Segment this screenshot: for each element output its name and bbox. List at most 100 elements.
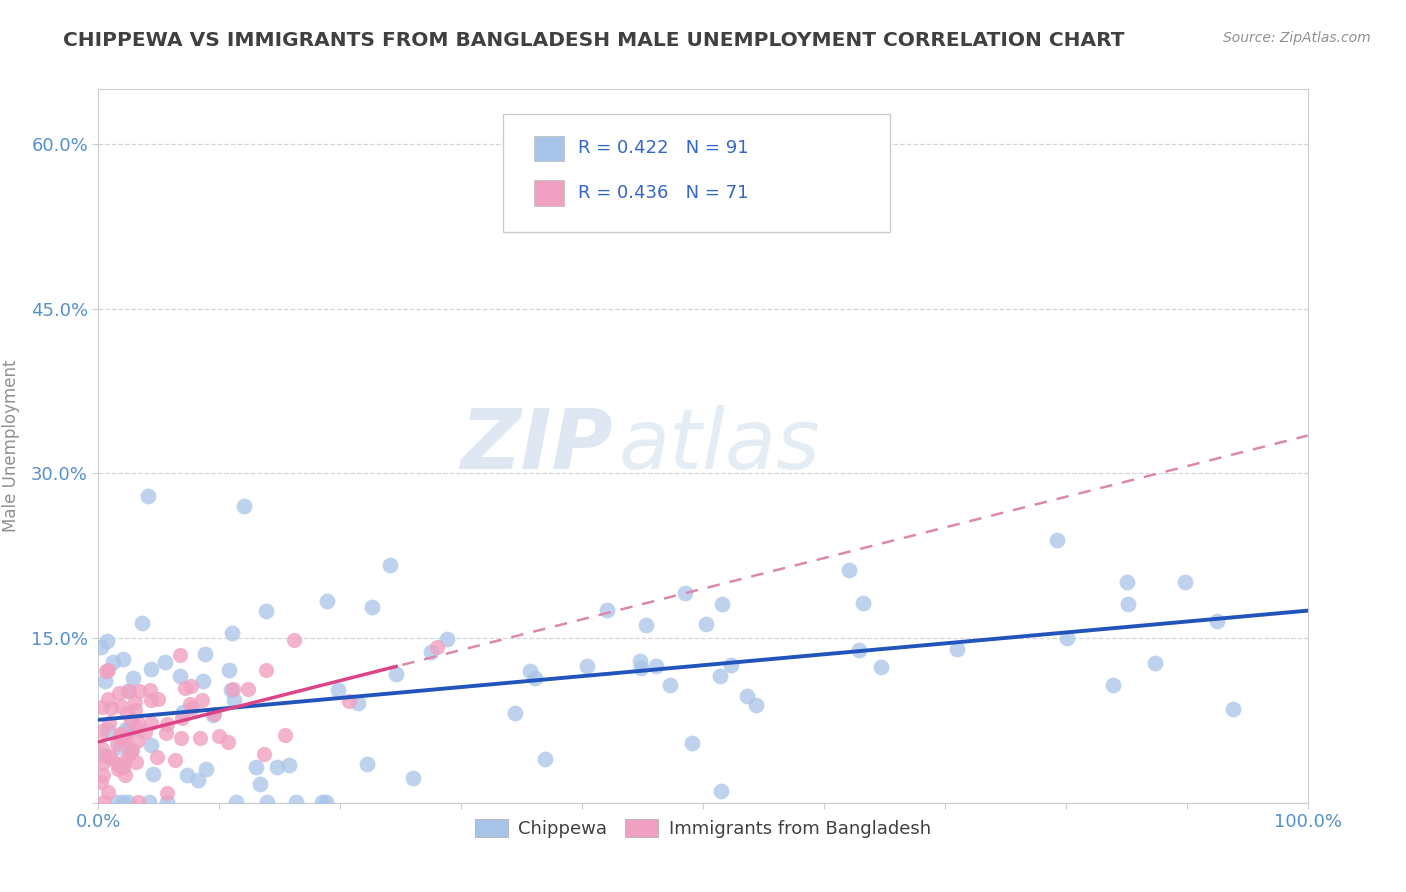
Point	[278, 758, 301, 772]
Point	[139, 683, 162, 698]
Point	[114, 722, 136, 736]
Point	[156, 786, 179, 800]
Point	[519, 664, 541, 678]
Point	[110, 740, 132, 755]
Point	[125, 756, 148, 770]
Point	[193, 673, 215, 688]
Point	[195, 762, 218, 776]
Point	[385, 667, 408, 681]
Point	[170, 731, 193, 745]
Point	[127, 734, 149, 748]
Point	[117, 706, 139, 720]
Text: R = 0.422   N = 91: R = 0.422 N = 91	[578, 139, 749, 157]
Text: R = 0.436   N = 71: R = 0.436 N = 71	[578, 184, 749, 202]
FancyBboxPatch shape	[534, 180, 564, 205]
Point	[1056, 631, 1078, 645]
Point	[90, 723, 112, 738]
Point	[155, 795, 177, 809]
Point	[172, 705, 194, 719]
Point	[124, 703, 146, 717]
Point	[236, 682, 259, 697]
Point	[111, 728, 134, 742]
Point	[1222, 701, 1244, 715]
Point	[316, 593, 339, 607]
Point	[419, 645, 441, 659]
Point	[208, 729, 231, 743]
Point	[110, 727, 132, 741]
Point	[1101, 678, 1123, 692]
Point	[720, 657, 742, 672]
Point	[436, 632, 458, 646]
Point	[190, 693, 212, 707]
Point	[107, 758, 129, 772]
Point	[266, 760, 288, 774]
Point	[596, 603, 619, 617]
Point	[274, 728, 297, 742]
Text: ZIP: ZIP	[460, 406, 613, 486]
Point	[98, 716, 121, 731]
Point	[1116, 575, 1139, 590]
Point	[709, 669, 731, 683]
Point	[122, 672, 145, 686]
Point	[1174, 575, 1197, 590]
Point	[121, 743, 143, 757]
Point	[176, 768, 198, 782]
Point	[100, 701, 122, 715]
Point	[91, 756, 114, 771]
FancyBboxPatch shape	[503, 114, 890, 232]
Point	[285, 795, 308, 809]
Point	[110, 698, 132, 713]
Point	[254, 604, 277, 618]
Point	[644, 659, 666, 673]
Point	[852, 596, 875, 610]
Point	[283, 632, 305, 647]
Point	[838, 563, 860, 577]
Point	[695, 617, 717, 632]
Point	[131, 615, 153, 630]
Point	[402, 771, 425, 785]
Point	[114, 730, 136, 744]
Point	[945, 642, 967, 657]
Point	[94, 674, 117, 689]
Point	[170, 711, 193, 725]
Point	[180, 700, 202, 714]
Point	[202, 708, 225, 723]
Point	[128, 683, 150, 698]
Point	[112, 652, 135, 666]
Point	[120, 714, 142, 728]
Text: CHIPPEWA VS IMMIGRANTS FROM BANGLADESH MALE UNEMPLOYMENT CORRELATION CHART: CHIPPEWA VS IMMIGRANTS FROM BANGLADESH M…	[63, 31, 1125, 50]
Point	[1116, 597, 1139, 611]
Point	[97, 692, 120, 706]
Point	[97, 785, 120, 799]
Point	[134, 725, 156, 739]
Y-axis label: Male Unemployment: Male Unemployment	[1, 359, 20, 533]
Point	[93, 795, 115, 809]
Point	[118, 747, 141, 761]
Point	[169, 648, 191, 663]
FancyBboxPatch shape	[534, 136, 564, 161]
Point	[105, 795, 128, 809]
Point	[218, 664, 240, 678]
Point	[533, 752, 555, 766]
Point	[139, 738, 162, 752]
Point	[94, 664, 117, 678]
Point	[105, 737, 128, 751]
Point	[315, 795, 337, 809]
Point	[710, 784, 733, 798]
Point	[576, 659, 599, 673]
Point	[139, 716, 162, 731]
Point	[174, 681, 197, 695]
Point	[628, 654, 651, 668]
Point	[108, 729, 131, 743]
Point	[96, 634, 118, 648]
Point	[142, 766, 165, 780]
Point	[1205, 614, 1227, 628]
Point	[138, 795, 160, 809]
Point	[1046, 533, 1069, 548]
Point	[222, 681, 245, 696]
Point	[112, 795, 135, 809]
Point	[112, 755, 135, 769]
Point	[107, 686, 129, 700]
Point	[180, 679, 202, 693]
Point	[356, 757, 378, 772]
